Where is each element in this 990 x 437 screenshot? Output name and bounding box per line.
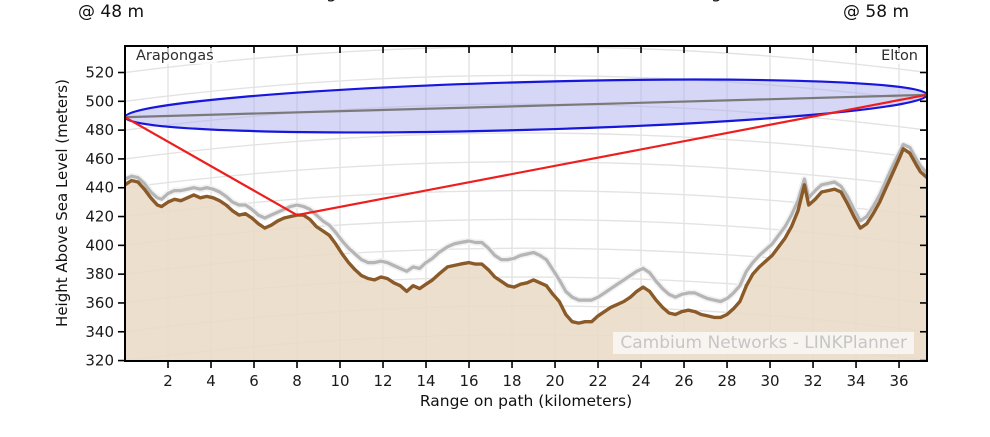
x-tick-label: 10 [330,372,349,390]
x-tick-label: 32 [803,372,822,390]
linkplanner-watermark: Cambium Networks - LINKPlanner [613,332,914,354]
fresnel-zone [123,78,929,217]
y-tick-label: 480 [85,121,114,139]
clipped-text-artifact: g [326,0,342,7]
x-axis-title: Range on path (kilometers) [419,392,633,410]
x-tick-label: 12 [373,372,392,390]
x-tick-label: 8 [292,372,302,390]
x-tick-label: 20 [545,372,564,390]
x-tick-label: 24 [631,372,650,390]
clutter-line [124,142,929,304]
x-tick-label: 26 [674,372,693,390]
left-antenna-height-annotation: @ 48 m [78,2,144,22]
y-tick-label: 380 [85,265,114,283]
y-axis-title: Height Above Sea Level (meters) [53,79,71,327]
terrain-profile [123,141,930,361]
x-tick-label: 2 [163,372,173,390]
x-tick-label: 28 [717,372,736,390]
x-tick-label: 18 [502,372,521,390]
y-tick-label: 520 [85,64,114,82]
x-tick-label: 36 [890,372,909,390]
y-tick-label: 460 [85,150,114,168]
terrain-fill [125,148,927,361]
x-tick-label: 6 [249,372,259,390]
y-tick-label: 340 [85,323,114,341]
x-tick-label: 30 [760,372,779,390]
axes-frame: 2 4 6 8 10 12 14 16 18 20 22 24 26 28 30 32 34 3632034036… [85,45,928,390]
right-site-name: Elton [878,48,921,64]
y-tick-label: 360 [85,294,114,312]
grazing-path-line [124,93,928,217]
x-tick-label: 14 [416,372,435,390]
clipped-text-artifact: g [711,0,727,7]
y-tick-label: 440 [85,179,114,197]
x-tick-label: 22 [588,372,607,390]
x-tick-label: 34 [846,372,865,390]
left-site-name: Arapongas [133,48,217,64]
y-tick-label: 420 [85,208,114,226]
ground-line [124,147,929,325]
y-tick-label: 320 [85,352,114,370]
x-tick-label: 4 [206,372,216,390]
y-tick-label: 500 [85,92,114,110]
y-tick-label: 400 [85,236,114,254]
line-of-sight [124,93,928,119]
x-tick-label: 16 [459,372,478,390]
right-antenna-height-annotation: @ 58 m [843,2,909,22]
